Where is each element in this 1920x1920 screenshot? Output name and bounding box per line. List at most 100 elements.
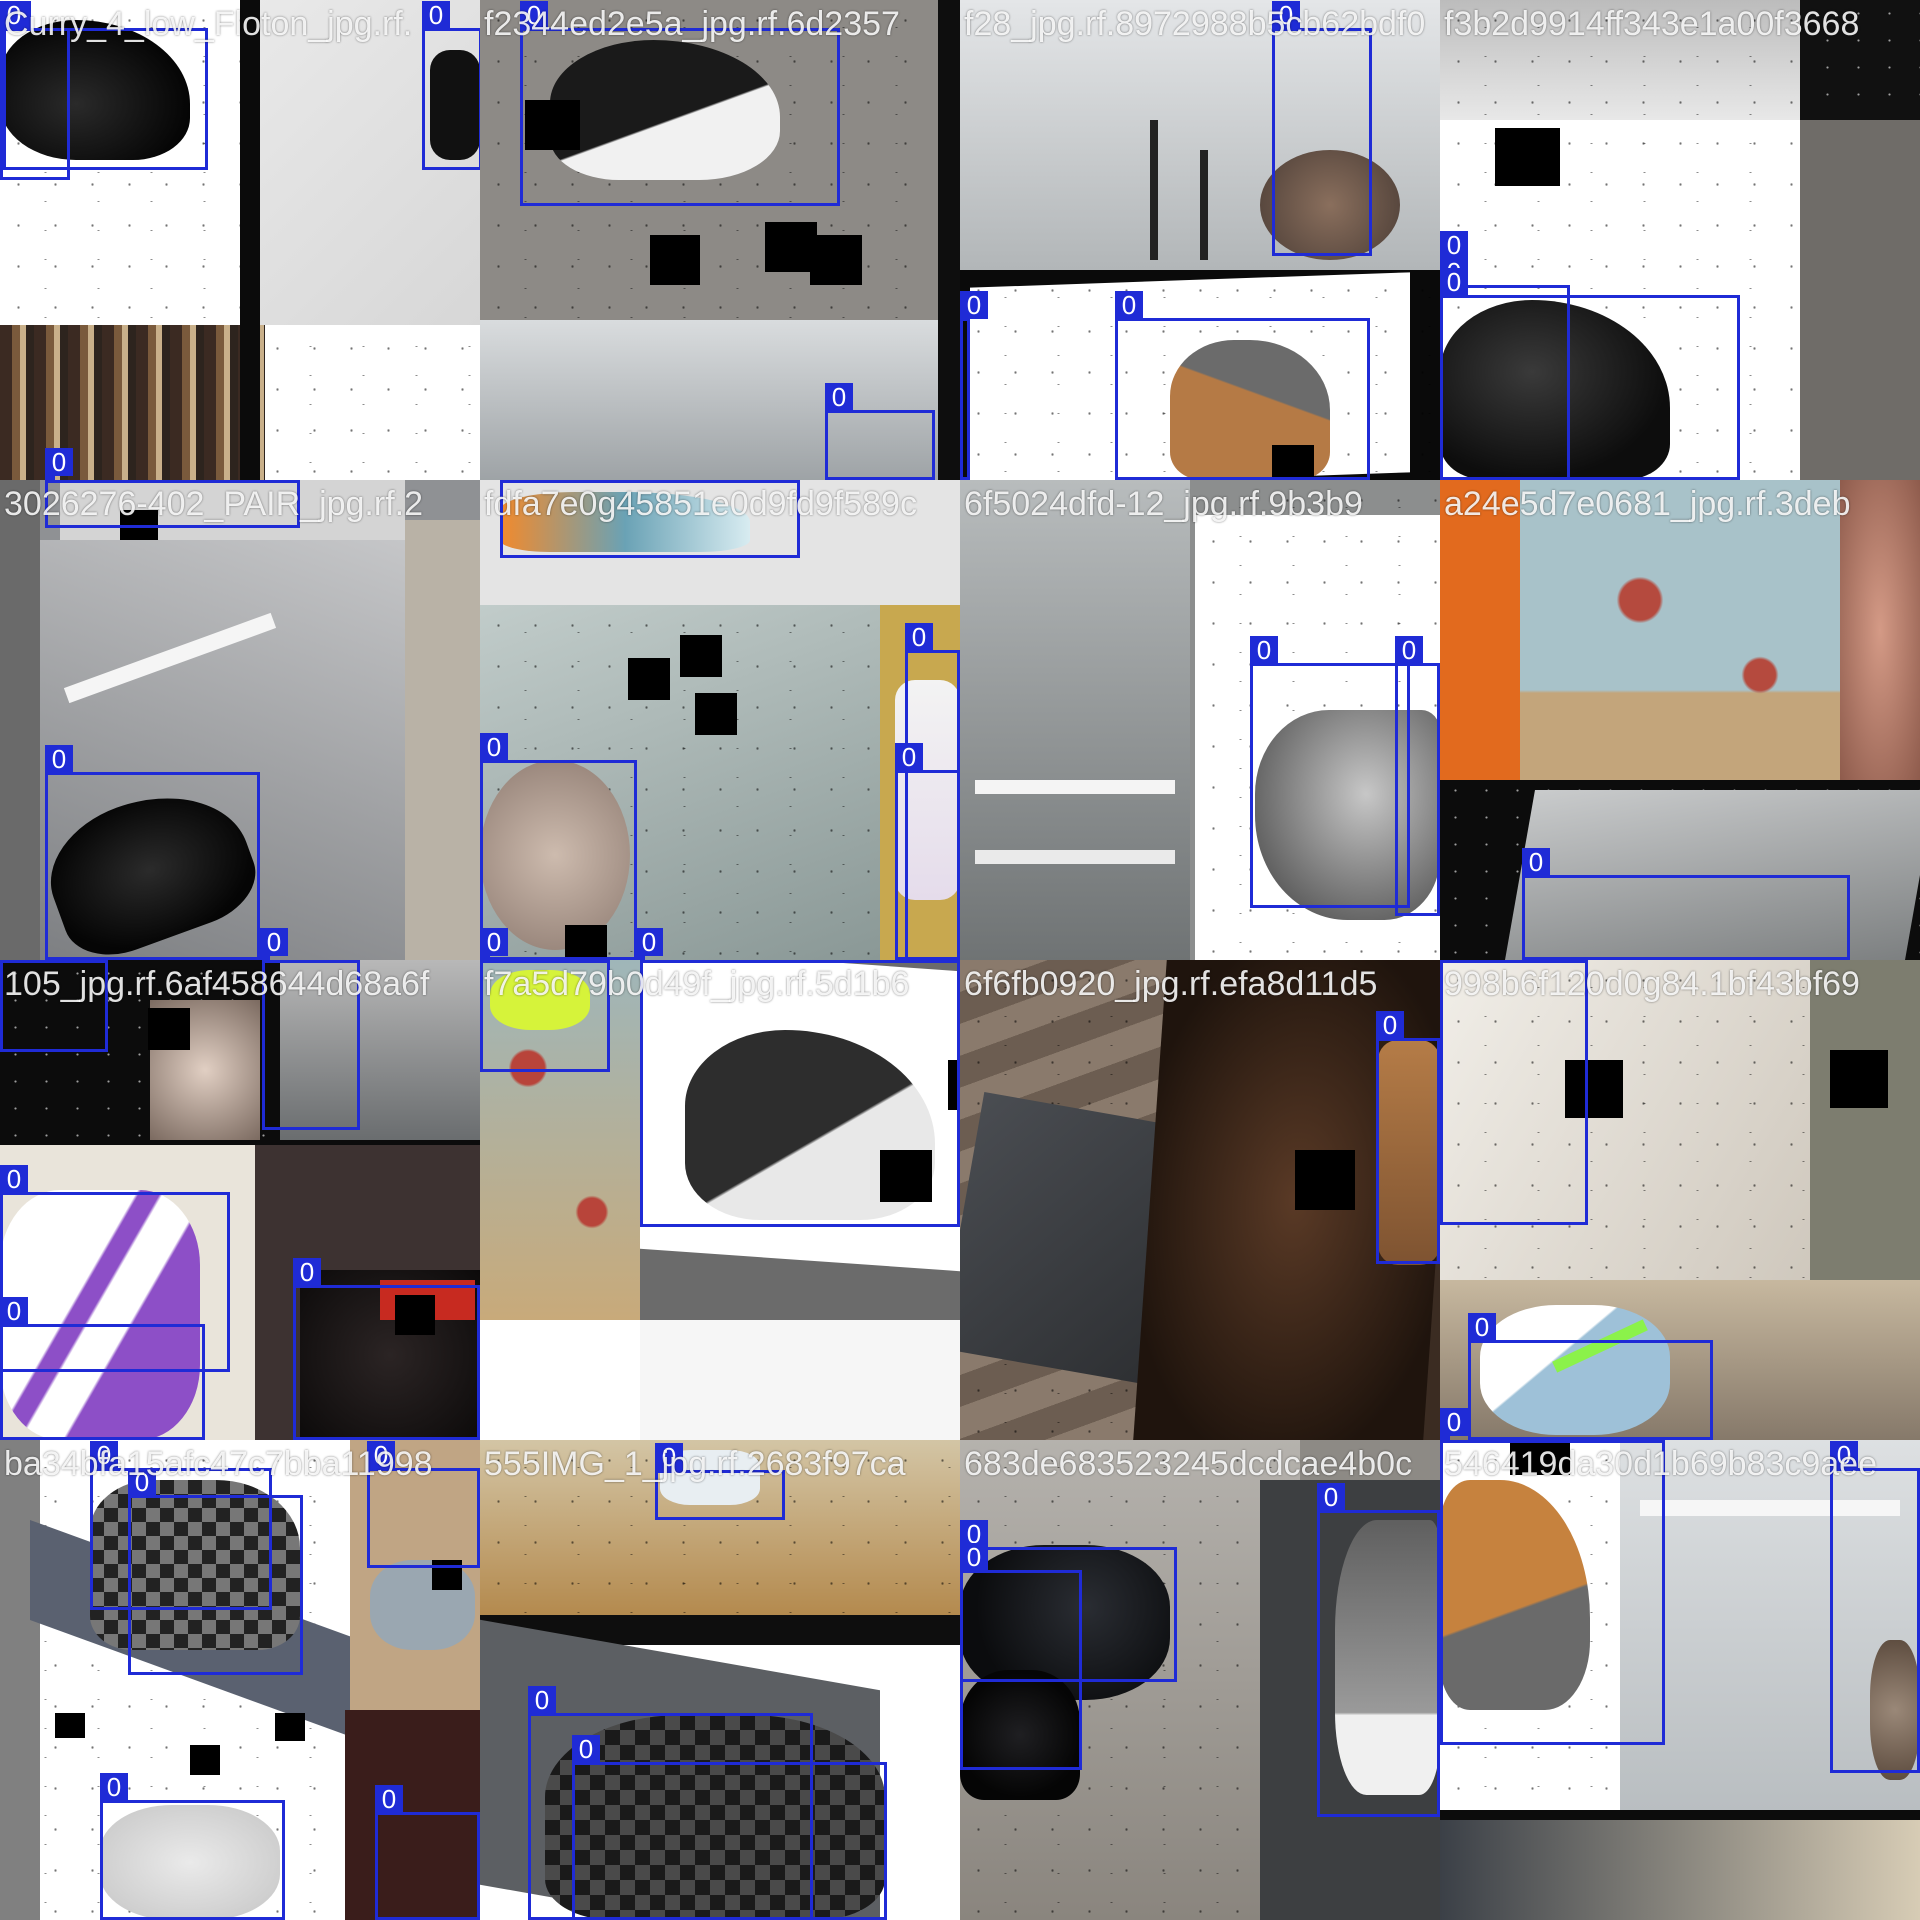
mosaic-tile: 6f5024dfd-12_jpg.rf.9b3b9 0 0 [960, 480, 1440, 960]
detection-box: 0 [1440, 1440, 1665, 1745]
detection-box: 0 [45, 480, 300, 528]
detection-box: 0 [1272, 1, 1372, 256]
class-label: 0 [960, 1543, 988, 1571]
detection-box: 0 [1250, 636, 1410, 908]
detection-box: 0 [1395, 636, 1440, 916]
tile-title: 546419da30d1b69b83c9aee [1444, 1445, 1878, 1483]
class-label: 0 [1440, 268, 1468, 296]
mosaic-tile: f3b2d9914ff343e1a00f3668 0 0 0 [1440, 0, 1920, 480]
class-label: 0 [1272, 1, 1300, 29]
detection-box: 0 [90, 1441, 272, 1610]
class-label: 0 [1830, 1441, 1858, 1469]
class-label: 0 [1468, 1313, 1496, 1341]
tile-title: 105_jpg.rf.6af458644d68a6f [4, 965, 430, 1003]
mosaic-tile: 3026276-402_PAIR_jpg.rf.2 0 0 0 [0, 480, 480, 960]
class-label: 0 [45, 448, 73, 476]
detection-box: 0 [520, 1, 840, 206]
detection-box: 0 [45, 745, 260, 960]
detection-box: 0 [1440, 1408, 1468, 1440]
detection-box: 0 [100, 1773, 285, 1920]
detection-box: 0 [367, 1441, 480, 1568]
tile-title: 683de683523245dcdcae4b0c [964, 1445, 1413, 1483]
detection-box: 0 [0, 1297, 205, 1440]
class-label: 0 [375, 1785, 403, 1813]
mosaic-tile: ba34bfa15afc47c7bba11998 0 0 0 0 0 [0, 1440, 480, 1920]
detection-box: 0 [260, 928, 288, 960]
detection-box: 0 [0, 960, 108, 1052]
detection-box: 0 [500, 480, 800, 558]
tile-title: f3b2d9914ff343e1a00f3668 [1444, 5, 1860, 43]
mosaic-tile: f7a5d79b0d49f_jpg.rf.5d1b6 0 0 [480, 960, 960, 1440]
detection-box: 0 [655, 1443, 785, 1520]
detection-box: 0 [480, 928, 508, 960]
class-label: 0 [1440, 1408, 1468, 1436]
class-label: 0 [1376, 1011, 1404, 1039]
detection-box: 0 [960, 291, 988, 480]
tile-title: a24e5d7e0681_jpg.rf.3deb [1444, 485, 1851, 523]
detection-box: 0 [1468, 1313, 1713, 1440]
class-label: 0 [572, 1735, 600, 1763]
detection-box: 0 [960, 1543, 1082, 1770]
detection-box: 0 [1522, 848, 1850, 960]
tile-title: f2344ed2e5a_jpg.rf.6d2357 [484, 5, 900, 43]
class-label: 0 [1317, 1483, 1345, 1511]
class-label: 0 [520, 1, 548, 29]
class-label: 0 [480, 960, 508, 961]
detection-box: 0 [1376, 1011, 1440, 1264]
class-label: 0 [0, 1165, 28, 1193]
detection-box: 0 [480, 733, 637, 960]
class-label: 0 [100, 1773, 128, 1801]
class-label: 0 [0, 1, 28, 29]
tile-title: 555IMG_1_jpg.rf.2683f97ca [484, 1445, 906, 1483]
detection-box: 0 [293, 1258, 480, 1440]
detection-box: 0 [128, 1468, 303, 1675]
class-label: 0 [45, 480, 73, 481]
detection-box: 0 [0, 1165, 230, 1372]
tile-title: f7a5d79b0d49f_jpg.rf.5d1b6 [484, 965, 910, 1003]
detection-box: 0 [635, 928, 663, 960]
tile-title: 998b6f120d0g84.1bf43bf69 [1444, 965, 1860, 1003]
detection-box: 0 [375, 1785, 480, 1920]
detection-box: 0 [1440, 960, 1588, 1225]
class-label: 0 [635, 928, 663, 956]
class-label: 0 [960, 291, 988, 319]
class-label: 0 [895, 743, 923, 771]
mosaic-tile: f28_jpg.rf.8972988b5cb62bdf0 0 0 0 [960, 0, 1440, 480]
class-label: 0 [0, 960, 28, 961]
class-label: 0 [825, 383, 853, 411]
detection-box: 0 [1115, 291, 1370, 480]
tile-title: ba34bfa15afc47c7bba11998 [4, 1445, 433, 1483]
class-label: 0 [640, 960, 668, 961]
detection-box: 0 [895, 743, 960, 960]
class-label: 0 [500, 480, 528, 481]
mosaic-tile: 6f6fb0920_jpg.rf.efa8d11d5 0 [960, 960, 1440, 1440]
detection-box: 0 [422, 1, 480, 170]
class-label: 0 [905, 623, 933, 651]
class-label: 0 [262, 960, 290, 961]
class-label: 0 [90, 1441, 118, 1469]
class-label: 0 [655, 1443, 683, 1471]
class-label: 0 [480, 928, 508, 956]
mosaic-tile: 105_jpg.rf.6af458644d68a6f 0 0 0 0 0 [0, 960, 480, 1440]
detection-box: 0 [1830, 1441, 1920, 1773]
detection-box: 0 [1440, 268, 1740, 480]
detection-box: 0 [480, 960, 610, 1072]
class-label: 0 [1395, 636, 1423, 664]
mosaic-tile: 555IMG_1_jpg.rf.2683f97ca 0 0 0 [480, 1440, 960, 1920]
class-label: 0 [1440, 960, 1468, 961]
class-label: 0 [480, 733, 508, 761]
class-label: 0 [1522, 848, 1550, 876]
class-label: 0 [1440, 231, 1468, 259]
class-label: 0 [0, 1297, 28, 1325]
class-label: 0 [128, 1468, 156, 1496]
mosaic-tile: 998b6f120d0g84.1bf43bf69 0 0 0 [1440, 960, 1920, 1440]
mosaic-tile: 683de683523245dcdcae4b0c 0 0 0 [960, 1440, 1440, 1920]
class-label: 0 [1115, 291, 1143, 319]
detection-box: 0 [0, 1, 70, 180]
tile-title: Curry_4_low_Floton_jpg.rf. [4, 5, 413, 43]
mosaic-tile: f2344ed2e5a_jpg.rf.6d2357 0 0 [480, 0, 960, 480]
detection-box: 0 [1317, 1483, 1440, 1817]
class-label: 0 [293, 1258, 321, 1286]
mosaic-tile: fdfa7e0g45851e0d9fd9f589c 0 0 0 0 0 0 [480, 480, 960, 960]
